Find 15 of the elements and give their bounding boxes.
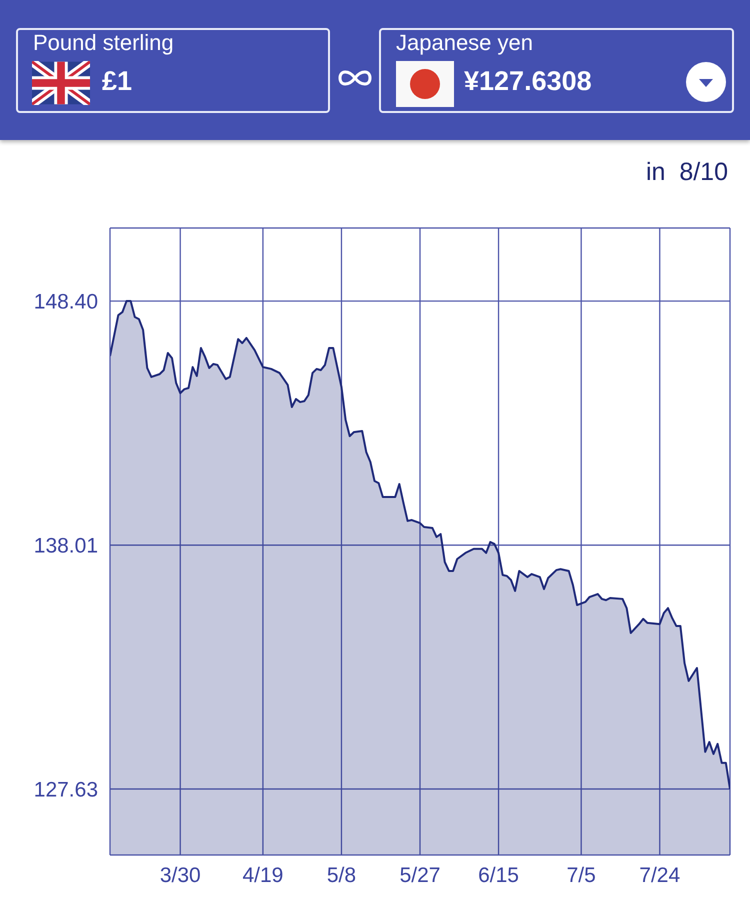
text: ¥127.6308 [464, 66, 592, 97]
text: £1 [102, 66, 132, 97]
x-tick-label: 6/15 [478, 864, 519, 887]
x-tick-label: 5/27 [400, 864, 440, 887]
x-tick-label: 7/24 [639, 864, 680, 887]
text: Japanese yen [396, 30, 533, 56]
x-tick-label: 4/19 [242, 864, 284, 887]
text: in 8/10 [646, 158, 728, 187]
x-tick-label: 7/5 [566, 864, 596, 887]
y-tick-label: 148.40 [34, 290, 98, 314]
x-tick-label: 3/30 [160, 864, 201, 887]
y-tick-label: 138.01 [34, 534, 98, 558]
x-tick-label: 5/8 [326, 864, 356, 887]
y-tick-label: 127.63 [34, 778, 98, 802]
text: Pound sterling [33, 30, 174, 56]
